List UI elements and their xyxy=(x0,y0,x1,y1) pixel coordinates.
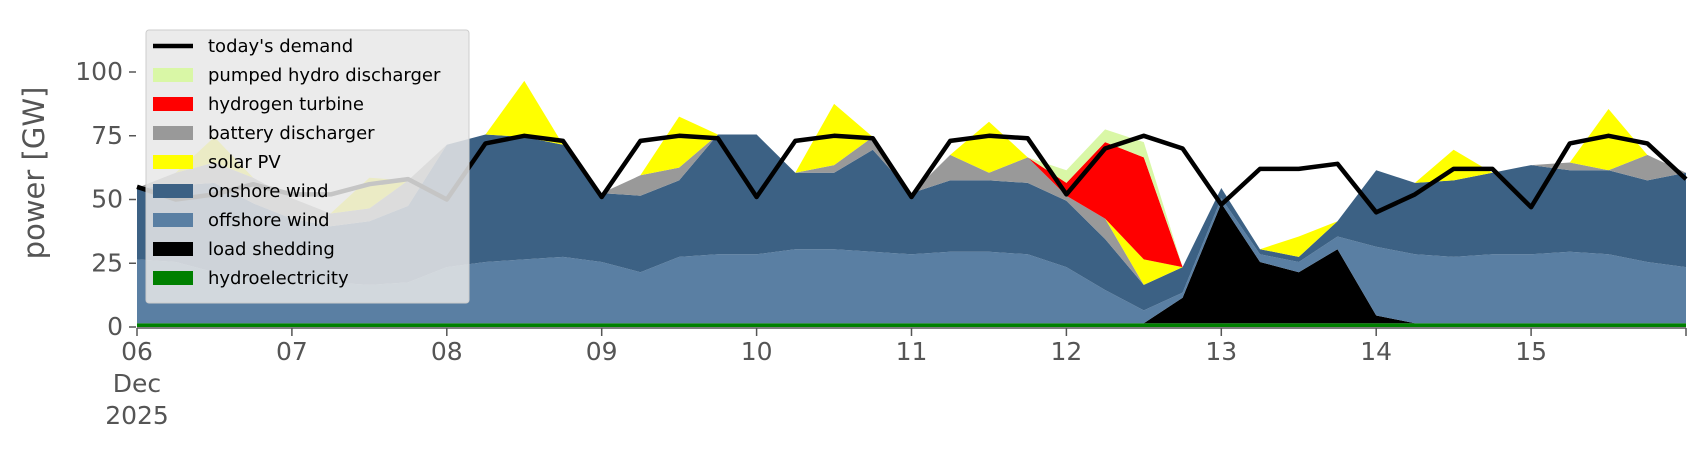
area-solar-pv xyxy=(137,80,1686,285)
x-tick-label: 07 xyxy=(276,337,308,366)
x-tick-label: 06 xyxy=(121,337,153,366)
x-tick-label: 15 xyxy=(1515,337,1547,366)
legend-label-hydrogen-turbine: hydrogen turbine xyxy=(208,94,364,115)
legend-swatch-load-shedding xyxy=(153,242,193,256)
x-tick-label: 13 xyxy=(1205,337,1237,366)
legend-label-load-shedding: load shedding xyxy=(208,239,335,260)
legend-label-pumped-hydro-discharger: pumped hydro discharger xyxy=(208,65,441,86)
legend-swatch-solar-pv xyxy=(153,155,193,169)
stacked-area-series xyxy=(137,80,1686,327)
legend-swatch-hydrogen-turbine xyxy=(153,97,193,111)
legend-swatch-offshore-wind xyxy=(153,213,193,227)
legend-swatch-battery-discharger xyxy=(153,126,193,140)
legend-label-hydroelectricity: hydroelectricity xyxy=(208,268,349,289)
x-tick-label: 2025 xyxy=(105,401,169,430)
y-tick-label: 50 xyxy=(91,185,123,214)
area-load-shedding xyxy=(137,203,1686,324)
x-tick-label: 12 xyxy=(1050,337,1082,366)
x-tick-label: 14 xyxy=(1360,337,1392,366)
y-tick-label: 0 xyxy=(107,312,123,341)
x-tick-label: 10 xyxy=(741,337,773,366)
legend-label-today-s-demand: today's demand xyxy=(208,36,353,57)
area-hydroelectricity xyxy=(137,323,1686,327)
legend-label-offshore-wind: offshore wind xyxy=(208,210,330,231)
y-tick-label: 75 xyxy=(91,121,123,150)
legend-swatch-onshore-wind xyxy=(153,184,193,198)
x-axis-ticks: 06 Dec 2025 07 08 09 10 11 12 13 14 15 xyxy=(105,328,1687,430)
y-tick-label: 100 xyxy=(75,57,123,86)
x-tick-label: 08 xyxy=(431,337,463,366)
y-tick-label: 25 xyxy=(91,248,123,277)
y-axis-ticks: 0 25 50 75 100 xyxy=(75,57,136,341)
legend-box xyxy=(145,29,470,304)
legend: today's demand pumped hydro discharger hyd… xyxy=(145,29,470,304)
chart-axes: 0 25 50 75 100 06 Dec 2025 07 08 09 10 11 12 13 14 15 p… xyxy=(17,57,1687,430)
x-tick-label: 11 xyxy=(896,337,928,366)
y-axis-label: power [GW] xyxy=(17,87,51,260)
legend-swatch-pumped-hydro-discharger xyxy=(153,68,193,82)
x-tick-label: 09 xyxy=(586,337,618,366)
x-tick-label: Dec xyxy=(113,369,161,398)
legend-label-battery-discharger: battery discharger xyxy=(208,123,375,144)
area-onshore-wind xyxy=(137,134,1686,311)
legend-label-solar-pv: solar PV xyxy=(208,152,281,173)
area-offshore-wind xyxy=(137,198,1686,324)
legend-swatch-hydroelectricity xyxy=(153,271,193,285)
legend-label-onshore-wind: onshore wind xyxy=(208,181,329,202)
